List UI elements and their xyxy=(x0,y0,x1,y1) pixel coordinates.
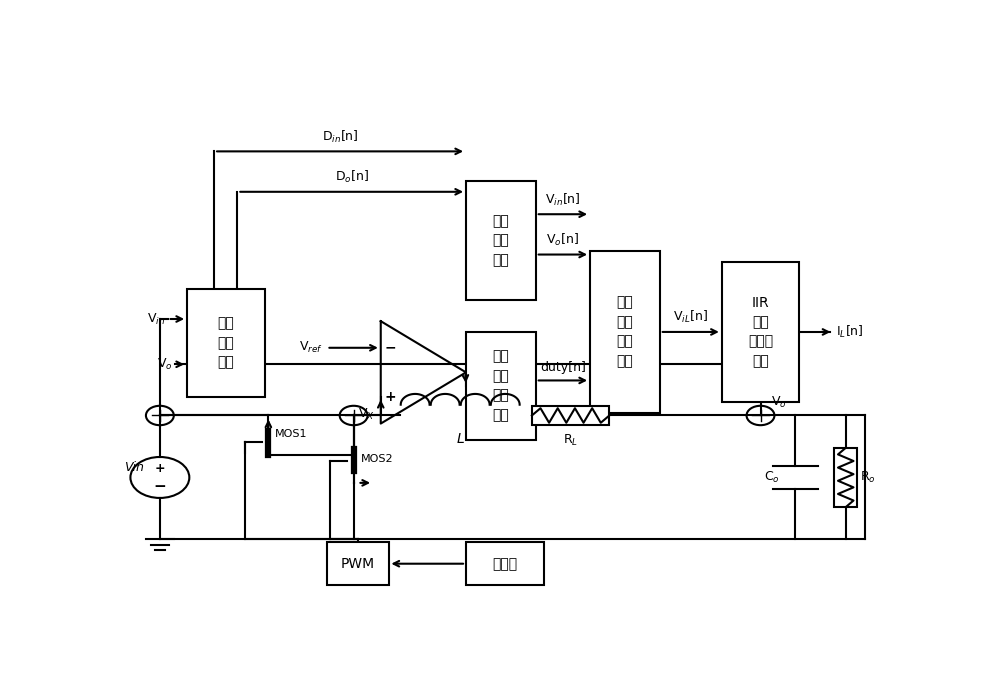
Text: V$_X$: V$_X$ xyxy=(358,407,375,421)
Text: +: + xyxy=(155,462,165,475)
Text: MOS2: MOS2 xyxy=(361,454,394,463)
FancyBboxPatch shape xyxy=(326,542,388,585)
Text: R$_o$: R$_o$ xyxy=(860,470,875,485)
FancyBboxPatch shape xyxy=(722,262,799,402)
Text: V$_{in}$: V$_{in}$ xyxy=(147,312,165,327)
Text: IIR
数字
滤波器
模块: IIR 数字 滤波器 模块 xyxy=(748,295,773,368)
Text: C$_o$: C$_o$ xyxy=(764,470,780,485)
Text: 电压
采样
模块: 电压 采样 模块 xyxy=(217,316,234,369)
Text: V$_{iL}$[n]: V$_{iL}$[n] xyxy=(673,309,708,326)
FancyBboxPatch shape xyxy=(466,332,536,440)
Text: MOS1: MOS1 xyxy=(275,429,307,440)
Text: −: − xyxy=(384,341,396,355)
Text: Vin: Vin xyxy=(124,461,144,474)
Text: duty[n]: duty[n] xyxy=(540,361,586,374)
Text: V$_{ref}$: V$_{ref}$ xyxy=(299,340,323,356)
Text: V$_{in}$[n]: V$_{in}$[n] xyxy=(545,192,581,208)
Text: 电感
电压
计算
模块: 电感 电压 计算 模块 xyxy=(616,295,633,368)
Bar xyxy=(834,448,857,507)
FancyBboxPatch shape xyxy=(466,181,536,300)
FancyBboxPatch shape xyxy=(466,542,544,585)
Text: R$_L$: R$_L$ xyxy=(563,433,578,448)
Text: 控制器: 控制器 xyxy=(492,556,517,570)
Text: V$_o$: V$_o$ xyxy=(157,357,173,372)
Text: L: L xyxy=(456,432,464,446)
Text: 开关
信号
计数
模块: 开关 信号 计数 模块 xyxy=(492,349,509,422)
Text: V$_o$: V$_o$ xyxy=(771,395,786,409)
Text: I$_L$[n]: I$_L$[n] xyxy=(836,324,864,340)
FancyBboxPatch shape xyxy=(187,289,264,397)
Text: D$_{in}$[n]: D$_{in}$[n] xyxy=(322,129,358,145)
Text: PWM: PWM xyxy=(340,556,375,570)
Text: V$_o$[n]: V$_o$[n] xyxy=(546,232,579,248)
Text: D$_o$[n]: D$_o$[n] xyxy=(335,169,369,186)
Bar xyxy=(532,406,609,425)
Text: 数据
转换
模块: 数据 转换 模块 xyxy=(492,214,509,267)
Text: −: − xyxy=(154,479,166,493)
Text: +: + xyxy=(384,390,396,404)
FancyBboxPatch shape xyxy=(590,251,660,413)
